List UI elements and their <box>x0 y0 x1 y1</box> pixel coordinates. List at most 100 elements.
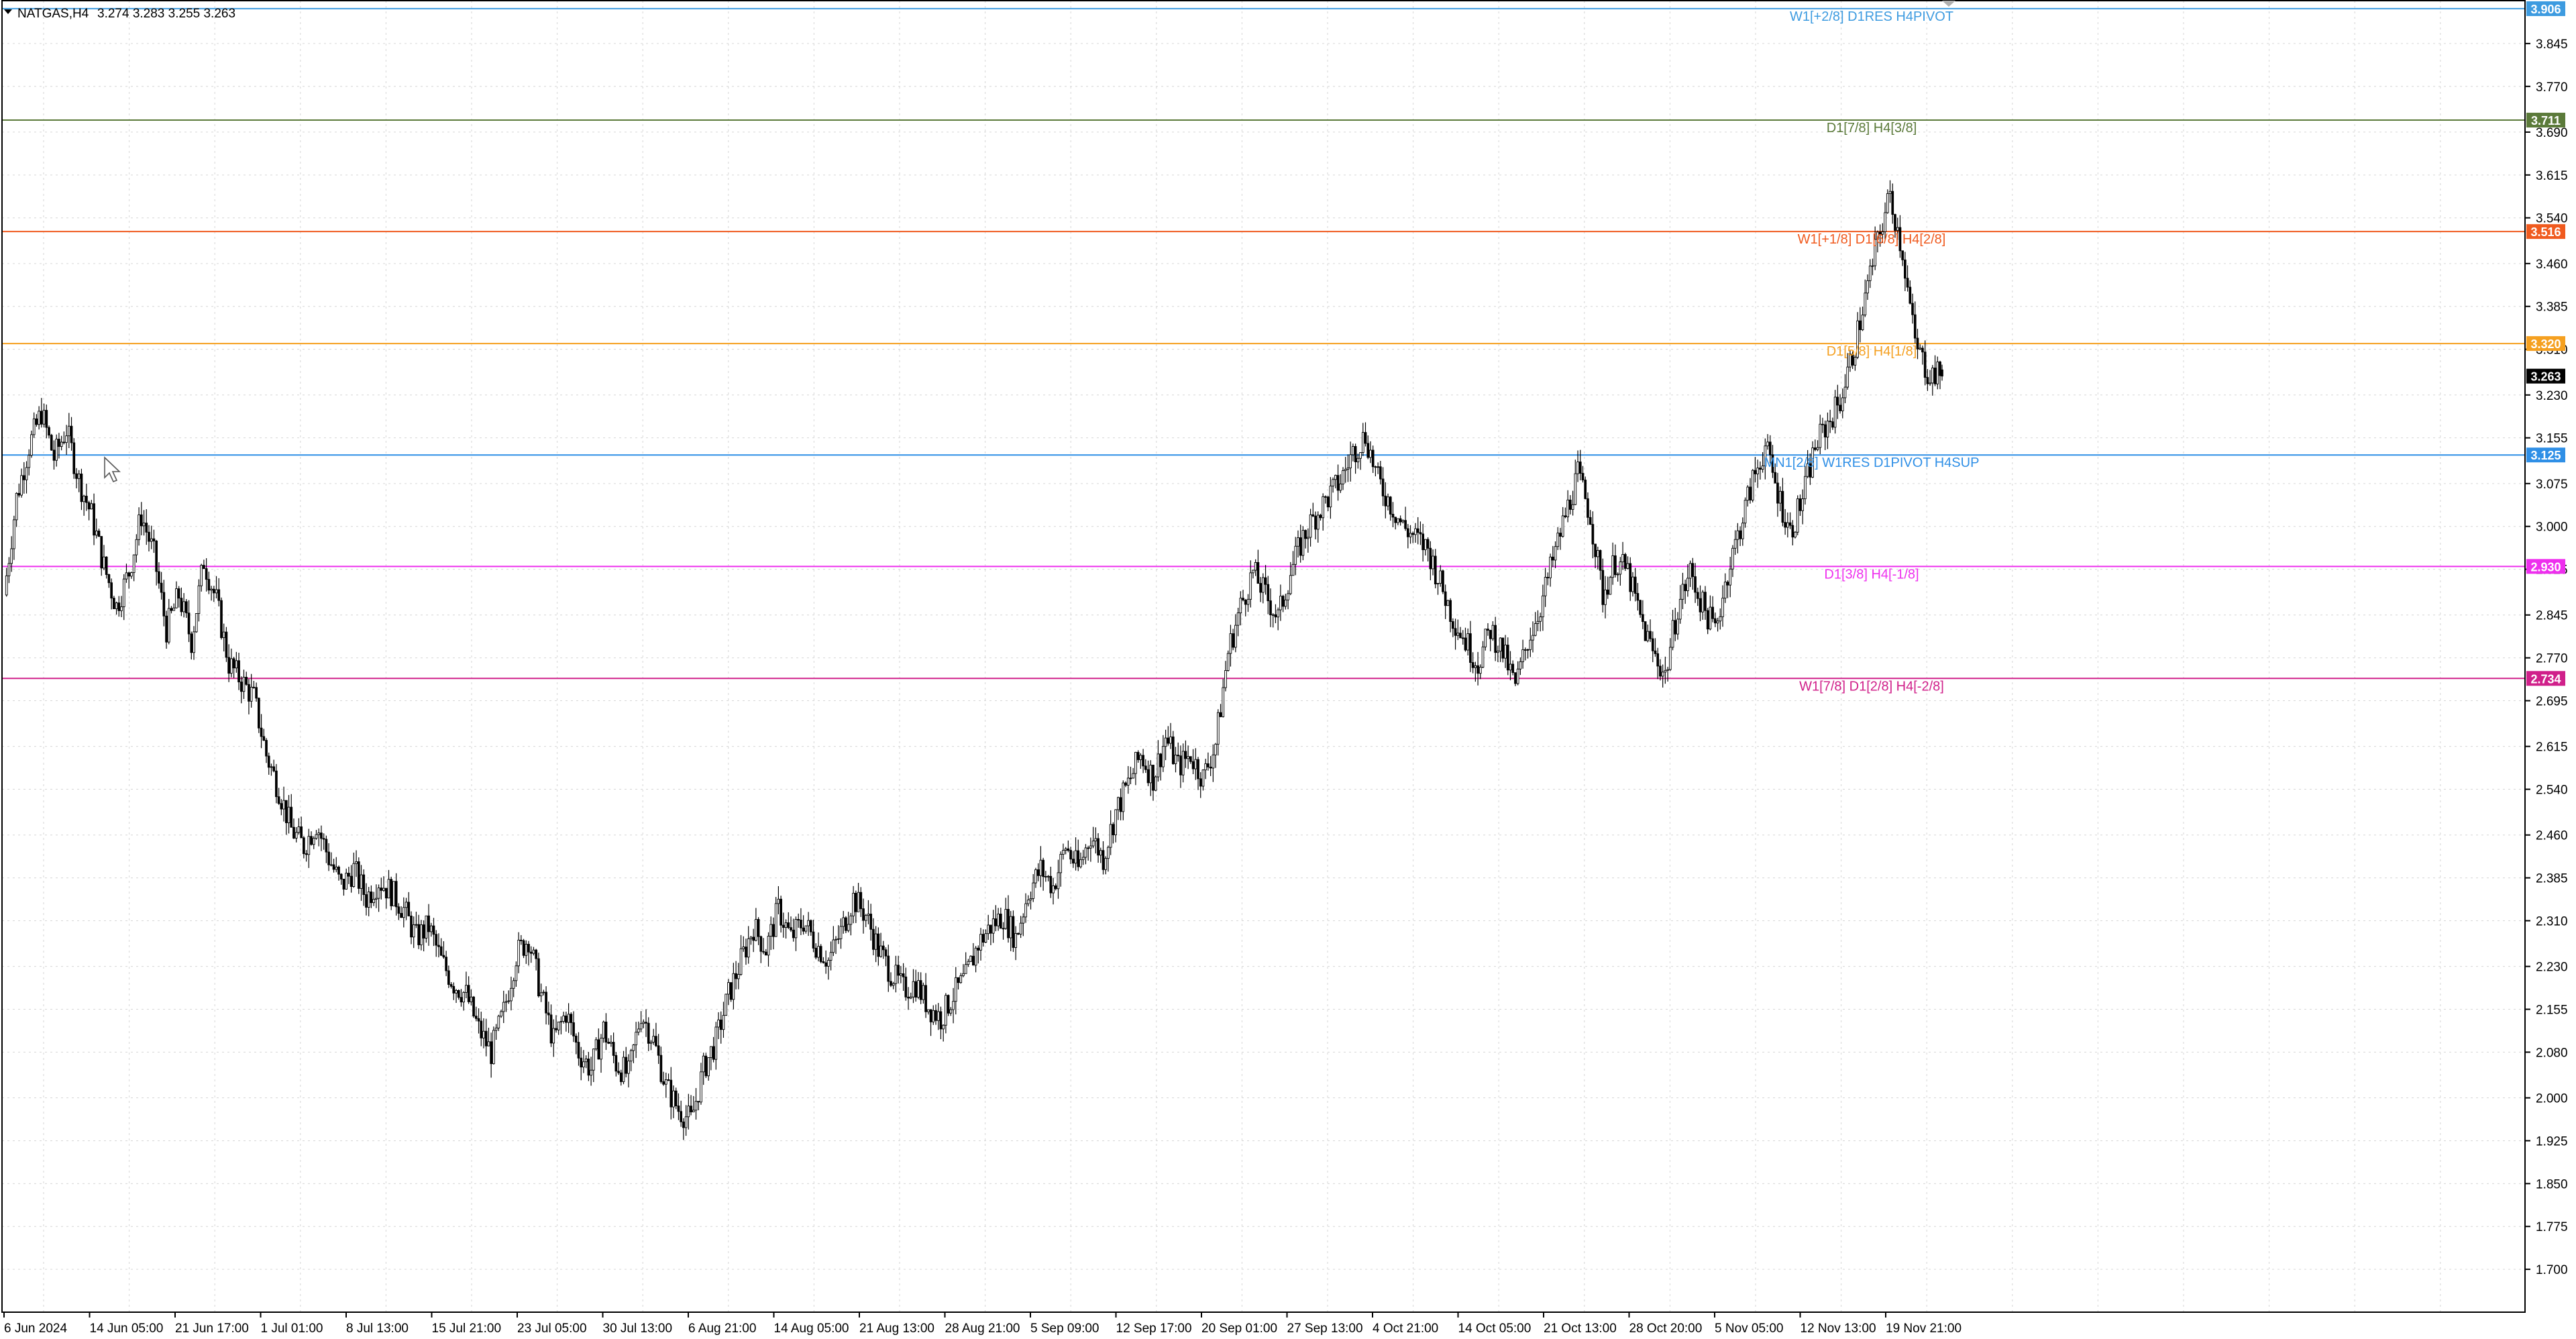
candle <box>1526 648 1529 659</box>
time-tick-label: 21 Oct 13:00 <box>1544 1322 1617 1336</box>
candle <box>594 1037 598 1051</box>
candle <box>1404 506 1407 531</box>
candle <box>832 926 835 957</box>
time-axis[interactable]: 6 Jun 2024 14 Jun 05:00 21 Jun 17:00 1 Jul … <box>3 1312 1962 1336</box>
candle <box>1002 922 1005 940</box>
price-tick-label: 2.080 <box>2536 1046 2568 1060</box>
candle <box>555 1015 557 1033</box>
candle <box>539 983 543 1002</box>
candle <box>58 433 60 459</box>
candle <box>1574 460 1577 505</box>
candle <box>1631 572 1634 597</box>
candle <box>1721 585 1724 627</box>
candle <box>1791 520 1794 545</box>
time-tick-label: 19 Nov 21:00 <box>1886 1322 1962 1336</box>
candle <box>45 405 48 439</box>
candle <box>1274 604 1277 623</box>
candle <box>1668 638 1672 672</box>
candle <box>367 887 370 916</box>
candle <box>487 1027 490 1047</box>
candle <box>350 865 353 893</box>
candle <box>1861 306 1864 331</box>
candle <box>1599 549 1602 580</box>
candle <box>1199 772 1202 798</box>
candle <box>981 929 985 947</box>
candle <box>525 940 528 964</box>
candle <box>1377 462 1379 474</box>
candle <box>1224 661 1227 692</box>
candle <box>113 596 115 609</box>
candle <box>1454 619 1457 650</box>
candle <box>710 1046 712 1071</box>
candle <box>1768 435 1772 464</box>
candle <box>375 884 378 908</box>
candle <box>567 1003 570 1033</box>
candle <box>1104 856 1108 875</box>
candle <box>749 936 753 945</box>
candle <box>1691 557 1695 590</box>
candle <box>303 836 305 859</box>
candle <box>472 996 475 1018</box>
candle <box>1726 580 1729 598</box>
candle <box>999 907 1002 929</box>
candle <box>684 1105 688 1136</box>
price-axis[interactable]: 3.8453.7703.6903.6153.5403.4603.3853.310… <box>2525 38 2568 1277</box>
chart-menu-triangle-icon[interactable] <box>4 9 12 14</box>
candle <box>1676 612 1679 640</box>
candle <box>1311 502 1315 517</box>
candle <box>842 910 845 934</box>
time-tick-label: 27 Sep 13:00 <box>1287 1322 1363 1336</box>
candle <box>1024 893 1027 923</box>
candle <box>964 952 967 974</box>
candle <box>824 950 828 974</box>
candle <box>1401 519 1405 524</box>
candle <box>1926 369 1929 391</box>
candle <box>1222 678 1225 718</box>
candle <box>1544 568 1547 607</box>
candle <box>1876 230 1879 253</box>
candle <box>1459 627 1462 639</box>
candle <box>297 818 301 835</box>
price-tick-label: 3.385 <box>2536 301 2568 315</box>
candle <box>1284 594 1287 610</box>
level-price-tag-text: 3.320 <box>2530 337 2561 351</box>
candle <box>1326 496 1330 511</box>
candle <box>1836 384 1839 419</box>
candle <box>327 843 330 871</box>
candle <box>1419 521 1422 545</box>
candle <box>1471 652 1474 674</box>
current-price-tag <box>2526 368 2565 384</box>
candle <box>300 816 303 839</box>
candle <box>1851 351 1854 370</box>
candle <box>1059 851 1063 887</box>
candle <box>1564 507 1567 519</box>
candle <box>777 886 780 914</box>
candle <box>1139 753 1142 769</box>
candle <box>1174 747 1177 773</box>
candle <box>1731 545 1734 578</box>
candle <box>1651 631 1654 663</box>
candle <box>455 989 458 1003</box>
candle <box>1164 729 1167 761</box>
candle <box>1621 541 1624 570</box>
candle <box>565 1012 568 1032</box>
candle <box>952 987 955 1024</box>
candle <box>1866 274 1869 301</box>
candle <box>1659 659 1662 681</box>
candle <box>1534 612 1537 637</box>
candle <box>1554 541 1557 568</box>
candle <box>1052 877 1055 905</box>
scroll-shift-triangle-icon[interactable] <box>1942 1 1955 7</box>
candle <box>1416 517 1419 545</box>
candle <box>1026 895 1030 907</box>
candle <box>527 941 530 966</box>
level-label: W1[+1/8] D1[6/8] H4[2/8] <box>1798 232 1946 247</box>
candle <box>939 1006 943 1040</box>
candle <box>1339 474 1342 493</box>
candle <box>782 912 785 938</box>
candle <box>879 932 882 958</box>
candle <box>804 925 808 934</box>
level-label: W1[+2/8] D1RES H4PIVOT <box>1790 9 1953 24</box>
